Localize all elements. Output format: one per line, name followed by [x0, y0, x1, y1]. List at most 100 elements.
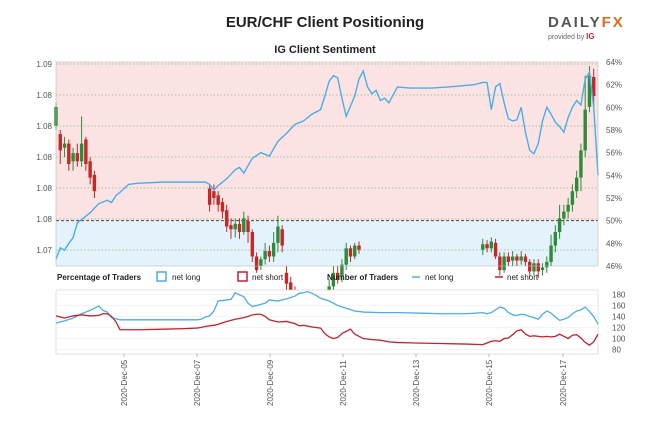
net-long-zone: [56, 62, 598, 221]
logo-main: DAILY: [548, 14, 602, 31]
candle-body: [207, 188, 212, 205]
candle-body: [515, 256, 519, 261]
candle-body: [276, 226, 280, 243]
candle-body: [498, 256, 502, 271]
net-long-count-line: [55, 290, 599, 325]
candle-body: [553, 232, 558, 246]
candle-body: [335, 272, 340, 280]
traders-panel: 80 100 120 140 160 180: [55, 289, 626, 355]
price-panel-frame: [55, 61, 599, 267]
candle-body: [242, 218, 246, 232]
candle-body: [92, 174, 97, 192]
traders-tick-label: 120: [612, 324, 626, 333]
percent-tick-label: 58%: [606, 126, 622, 135]
legend-pct-short: net short: [252, 273, 284, 282]
chart-title: EUR/CHF Client Positioning: [225, 14, 425, 31]
price-tick-label: 1.08: [36, 91, 52, 100]
candle-body: [220, 202, 225, 212]
x-tick-label: 2020-Dec-11: [339, 360, 348, 406]
provided-by-text: provided by: [548, 34, 585, 41]
percent-tick-label: 48%: [606, 239, 622, 248]
candle-body: [549, 245, 553, 262]
candle-body: [536, 263, 540, 272]
candle-body: [540, 267, 545, 271]
candle-body: [545, 261, 549, 268]
candle-body: [519, 256, 523, 261]
legend-num-short: net short: [507, 273, 539, 282]
percent-tick-label: 62%: [606, 81, 622, 90]
candle-body: [229, 225, 233, 230]
traders-tick-label: 140: [612, 312, 626, 321]
price-tick-label: 1.09: [36, 60, 52, 69]
price-tick-label: 1.08: [36, 153, 52, 162]
candle-body: [284, 272, 289, 284]
candle-body: [259, 259, 263, 266]
percent-tick-label: 52%: [606, 194, 622, 203]
candle-body: [502, 256, 506, 271]
dailyfx-logo: DAILYFX provided by IG: [548, 14, 628, 41]
candle-body: [506, 256, 511, 262]
candle-body: [523, 256, 528, 262]
candle-body: [237, 223, 242, 232]
legend-pct-long-swatch: [156, 271, 167, 282]
price-tick-label: 1.07: [36, 246, 52, 255]
traders-tick-label: 80: [612, 346, 621, 355]
legend-pct-long: net long: [172, 273, 200, 282]
net-short-count-line: [55, 313, 599, 346]
candle-body: [528, 261, 532, 272]
candle-body: [340, 264, 344, 276]
candle-body: [489, 241, 494, 249]
candle-body: [557, 218, 562, 232]
candle-body: [246, 221, 250, 232]
price-tick-label: 1.08: [36, 184, 52, 193]
candle-body: [493, 242, 498, 257]
candle-body: [88, 161, 92, 178]
traders-tick-label: 100: [612, 335, 626, 344]
candle-body: [84, 139, 88, 164]
percent-tick-label: 50%: [606, 217, 622, 226]
legend-num-long: net long: [425, 273, 453, 282]
percent-tick-label: 64%: [606, 58, 622, 67]
candle-body: [485, 244, 489, 249]
candle-body: [233, 223, 237, 230]
candle-body: [289, 282, 293, 294]
traders-tick-label: 180: [612, 290, 626, 299]
price-tick-label: 1.08: [36, 215, 52, 224]
candle-body: [353, 245, 357, 257]
candle-body: [58, 134, 62, 151]
candle-body: [583, 109, 587, 151]
x-tick-label: 2020-Dec-17: [559, 359, 568, 406]
candle-body: [587, 75, 592, 107]
legend-number-label: Number of Traders: [327, 273, 399, 282]
percent-tick-label: 54%: [606, 171, 622, 180]
candle-body: [212, 191, 216, 198]
ig-logo: IG: [586, 32, 595, 41]
traders-tick-label: 160: [612, 301, 626, 310]
percent-tick-label: 56%: [606, 149, 622, 158]
candle-body: [532, 263, 536, 272]
x-axis: 2020-Dec-05 2020-Dec-07 2020-Dec-09 2020-De…: [120, 354, 568, 406]
candle-body: [570, 191, 575, 205]
legend-pct-short-swatch: [237, 271, 248, 282]
candle-body: [331, 272, 336, 287]
candle-body: [592, 76, 596, 96]
logo-accent: FX: [601, 14, 625, 31]
candle-body: [67, 143, 71, 164]
candle-body: [263, 251, 267, 260]
candle-body: [574, 177, 579, 192]
candle-body: [344, 248, 348, 265]
x-tick-label: 2020-Dec-07: [193, 359, 202, 406]
x-tick-label: 2020-Dec-13: [412, 359, 421, 406]
candle-body: [75, 153, 80, 162]
candle-body: [348, 248, 353, 257]
candle-body: [254, 256, 259, 271]
candle-body: [579, 150, 583, 178]
candle-body: [79, 143, 84, 162]
candle-body: [562, 211, 566, 219]
price-tick-label: 1.08: [36, 122, 52, 131]
logo-text: DAILYFX: [548, 14, 628, 31]
candle-body: [267, 251, 272, 257]
candle-body: [510, 256, 515, 261]
net-long-percent-line: [55, 69, 599, 260]
